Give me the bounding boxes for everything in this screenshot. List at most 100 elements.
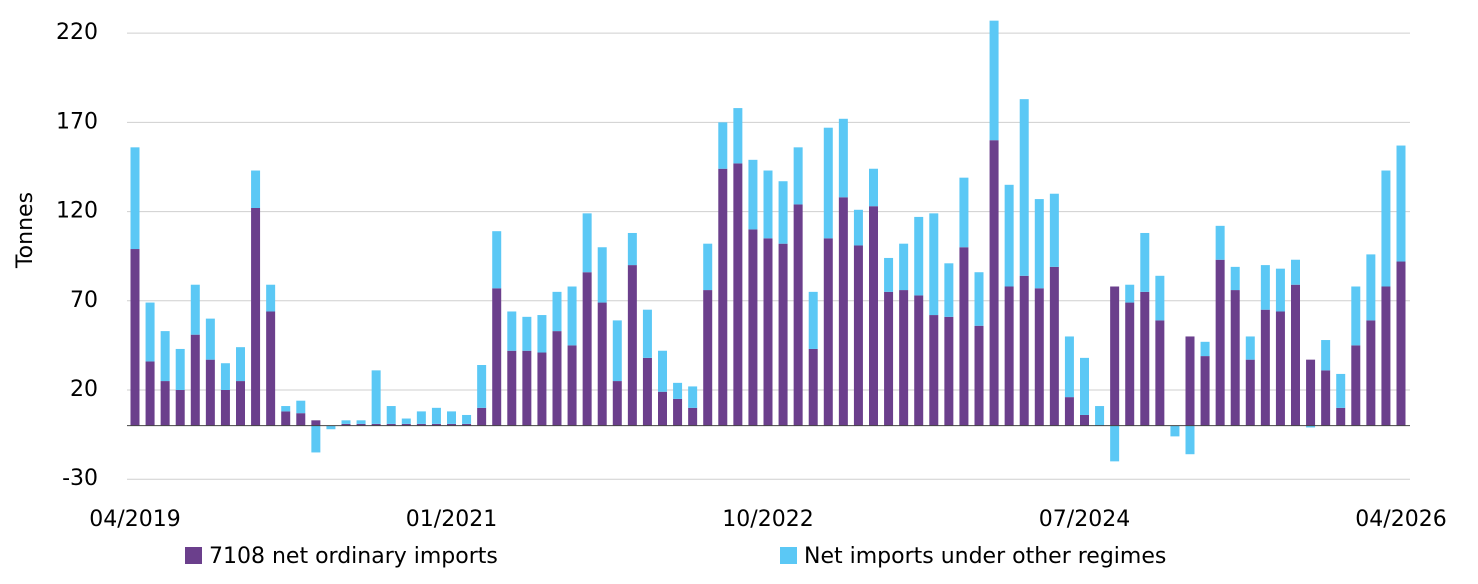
bar-segment <box>778 243 788 426</box>
bar-segment <box>477 407 487 426</box>
bar-segment <box>1321 340 1331 371</box>
bar-segment <box>853 209 863 246</box>
bar-segment <box>1396 145 1406 262</box>
bar-segment <box>688 407 698 426</box>
bar-segment <box>462 423 472 426</box>
bar-segment <box>944 316 954 426</box>
bar-segment <box>431 423 441 426</box>
bar-segment <box>1230 290 1240 426</box>
bar-segment <box>673 398 683 426</box>
bar-segment <box>447 423 456 426</box>
legend-label: 7108 net ordinary imports <box>209 544 498 569</box>
bar-segment <box>1275 268 1285 312</box>
bar-segment <box>1215 259 1225 426</box>
bar-segment <box>416 423 426 426</box>
y-tick-label: 220 <box>56 20 98 45</box>
bar-segment <box>748 159 758 230</box>
bar-segment <box>567 345 577 426</box>
bar-segment <box>959 177 969 248</box>
bar-segment <box>1034 199 1044 289</box>
bar-segment <box>658 350 667 392</box>
bar-segment <box>356 423 366 426</box>
bar-segment <box>296 400 306 414</box>
bar-segment <box>1260 265 1270 310</box>
bar-segment <box>281 406 291 412</box>
bar-segment <box>507 311 517 351</box>
bar-segment <box>1245 336 1255 360</box>
bar-segment <box>1034 288 1044 426</box>
bar-segment <box>281 411 291 426</box>
bar-segment <box>1291 259 1300 285</box>
bar-segment <box>236 381 245 426</box>
bar-segment <box>1200 341 1210 357</box>
bar-segment <box>642 357 652 426</box>
bar-segment <box>1275 311 1285 426</box>
bar-segment <box>1155 275 1165 321</box>
bar-segment <box>175 348 185 390</box>
bar-segment <box>1064 397 1074 426</box>
bar-segment <box>1336 407 1346 426</box>
bar-segment <box>1381 170 1391 287</box>
bar-segment <box>1381 286 1391 426</box>
bar-segment <box>1351 286 1361 346</box>
bar-segment <box>1351 345 1361 426</box>
x-tick-label: 04/2019 <box>89 507 180 532</box>
bar-segment <box>793 204 803 426</box>
bar-segment <box>869 168 878 207</box>
bar-segment <box>416 411 426 424</box>
x-tick-label: 04/2026 <box>1355 507 1446 532</box>
bar-segment <box>477 365 487 408</box>
bar-segment <box>266 284 276 312</box>
bar-segment <box>492 288 502 426</box>
bar-segment <box>974 272 984 326</box>
bar-segment <box>356 420 366 424</box>
bar-segment <box>1064 336 1074 398</box>
bar-segment <box>673 382 683 399</box>
bar-segment <box>899 243 909 291</box>
bar-segment <box>929 213 939 316</box>
bar-segment <box>718 168 728 426</box>
bar-segment <box>838 197 848 426</box>
bar-segment <box>205 318 215 360</box>
bar-segment <box>507 350 517 426</box>
bar-segment <box>1396 261 1406 426</box>
bar-segment <box>251 170 261 208</box>
bar-segment <box>703 243 713 291</box>
bar-segment <box>567 286 577 346</box>
bar-segment <box>627 265 637 426</box>
bar-segment <box>1200 356 1210 426</box>
bar-segment <box>1336 373 1346 408</box>
bar-segment <box>251 207 261 426</box>
bar-segment <box>1019 275 1029 426</box>
bar-segment <box>130 147 140 250</box>
bar-segment <box>1004 184 1014 287</box>
bar-segment <box>869 206 878 426</box>
legend-label: Net imports under other regimes <box>804 544 1166 569</box>
bar-segment <box>1306 359 1316 426</box>
bar-segment <box>145 302 155 362</box>
bar-segment <box>1049 193 1059 267</box>
bar-segment <box>642 309 652 358</box>
bar-segment <box>205 359 215 426</box>
bar-segment <box>989 20 999 141</box>
bar-segment <box>537 315 547 353</box>
bar-segment <box>1215 225 1225 260</box>
bar-segment <box>1185 336 1195 426</box>
bar-segment <box>582 213 592 273</box>
bar-segment <box>431 407 441 424</box>
bar-segment <box>658 391 667 426</box>
bar-segment <box>1125 302 1135 426</box>
bar-segment <box>522 316 532 351</box>
bar-segment <box>1260 309 1270 426</box>
bar-segment <box>447 411 456 424</box>
bar-segment <box>1049 266 1059 426</box>
bar-segment <box>597 302 607 426</box>
bar-segment <box>1080 357 1089 415</box>
y-tick-label: 70 <box>70 288 98 313</box>
bar-segment <box>823 238 833 426</box>
bar-segment <box>1140 291 1150 426</box>
bar-segment <box>190 334 200 426</box>
x-tick-label: 10/2022 <box>722 507 813 532</box>
bar-segment <box>612 320 622 382</box>
bar-segment <box>341 420 351 424</box>
